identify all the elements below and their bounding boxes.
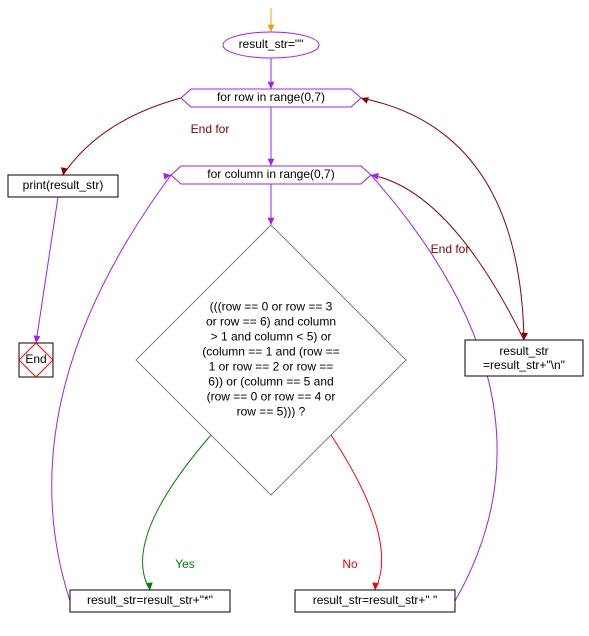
text-for-row: for row in range(0,7)	[217, 90, 325, 104]
text-append-star: result_str=result_str+"*"	[87, 593, 213, 607]
text-condition: (column == 1 and (row ==	[202, 345, 339, 359]
text-start: result_str=""	[239, 37, 304, 51]
label-endfor-inner: End for	[431, 242, 470, 256]
text-append-newline: =result_str+"\n"	[483, 358, 565, 372]
text-condition: 1 or row == 2 or row ==	[209, 360, 334, 374]
text-append-space: result_str=result_str+" "	[313, 593, 438, 607]
text-print: print(result_str)	[23, 178, 104, 192]
text-condition: 6)) or (column == 5 and	[208, 375, 333, 389]
label-no: No	[342, 557, 358, 571]
label-yes: Yes	[175, 557, 195, 571]
text-condition: (row == 0 or row == 4 or	[207, 390, 336, 404]
text-end: End	[25, 352, 46, 366]
text-condition: row == 5))) ?	[237, 405, 306, 419]
text-for-col: for column in range(0,7)	[207, 167, 334, 181]
text-append-newline: result_str	[499, 344, 548, 358]
text-condition: or row == 6) and column	[206, 315, 336, 329]
text-condition: (((row == 0 or row == 3	[210, 300, 333, 314]
text-condition: > 1 and column < 5) or	[211, 330, 332, 344]
label-endfor-outer: End for	[191, 122, 230, 136]
